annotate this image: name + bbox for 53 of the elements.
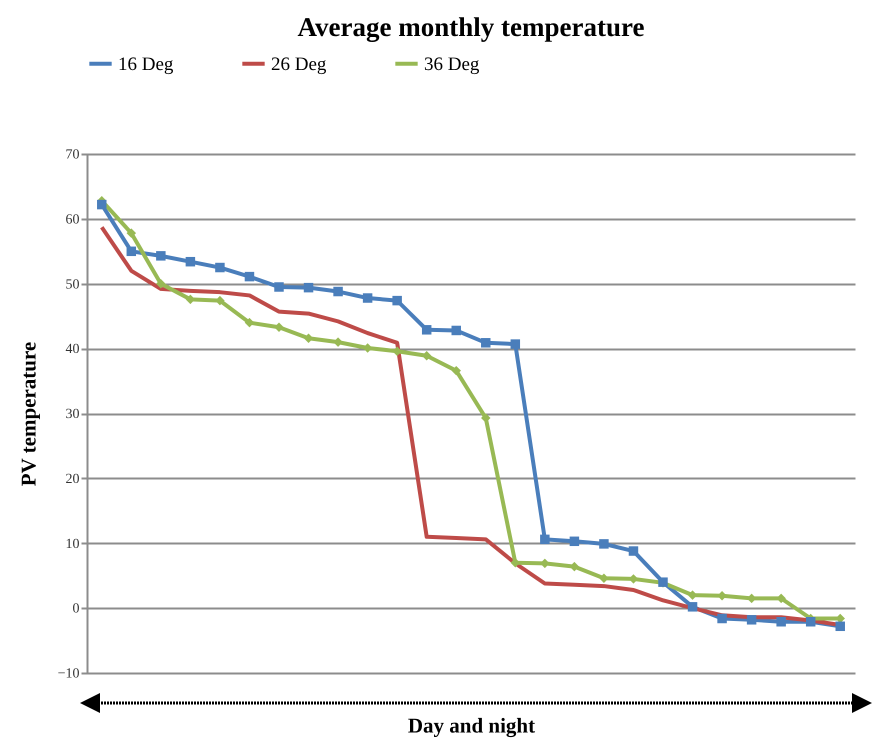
y-axis-title: PV temperature: [16, 342, 41, 486]
point: [333, 337, 343, 347]
point: [244, 272, 254, 282]
point: [244, 318, 254, 328]
point: [540, 558, 550, 568]
point: [806, 617, 816, 626]
point: [126, 246, 136, 256]
point: [156, 251, 166, 261]
point: [599, 539, 609, 549]
legend-label: 36 Deg: [424, 54, 480, 75]
point: [97, 200, 107, 210]
point: [451, 326, 461, 336]
y-tick-label: 70: [66, 148, 80, 162]
point: [156, 279, 166, 288]
point: [304, 282, 314, 292]
chart-title: Average monthly temperature: [298, 12, 644, 42]
point: [274, 282, 284, 292]
legend-label: 16 Deg: [118, 54, 174, 75]
point: [362, 343, 372, 353]
point: [570, 562, 580, 572]
point: [304, 334, 314, 343]
point: [126, 228, 136, 238]
point: [688, 602, 698, 612]
y-tick-label: −10: [58, 666, 80, 682]
y-tick-label: 40: [66, 342, 80, 358]
y-tick-label: 0: [72, 602, 80, 617]
point: [746, 615, 756, 625]
y-tick-label: 30: [66, 407, 80, 422]
point: [362, 293, 372, 303]
y-tick-label: 60: [66, 212, 80, 228]
y-tick-label: 10: [66, 536, 80, 552]
point: [274, 322, 284, 332]
point: [451, 366, 461, 376]
point: [422, 325, 432, 335]
point: [570, 536, 580, 546]
point: [540, 534, 550, 544]
y-tick-label: 20: [66, 472, 80, 487]
point: [510, 339, 520, 349]
point: [186, 256, 196, 266]
point: [481, 338, 491, 348]
point: [422, 351, 432, 361]
y-tick-label: 50: [66, 277, 80, 292]
point: [776, 617, 786, 626]
x-axis-title: Day and night: [408, 714, 536, 738]
point: [481, 413, 491, 423]
point: [392, 346, 402, 356]
point: [392, 296, 402, 306]
point: [215, 262, 225, 272]
point: [628, 546, 638, 556]
point: [835, 622, 845, 632]
point: [333, 286, 343, 296]
point: [717, 614, 727, 624]
legend-label: 26 Deg: [271, 54, 327, 75]
